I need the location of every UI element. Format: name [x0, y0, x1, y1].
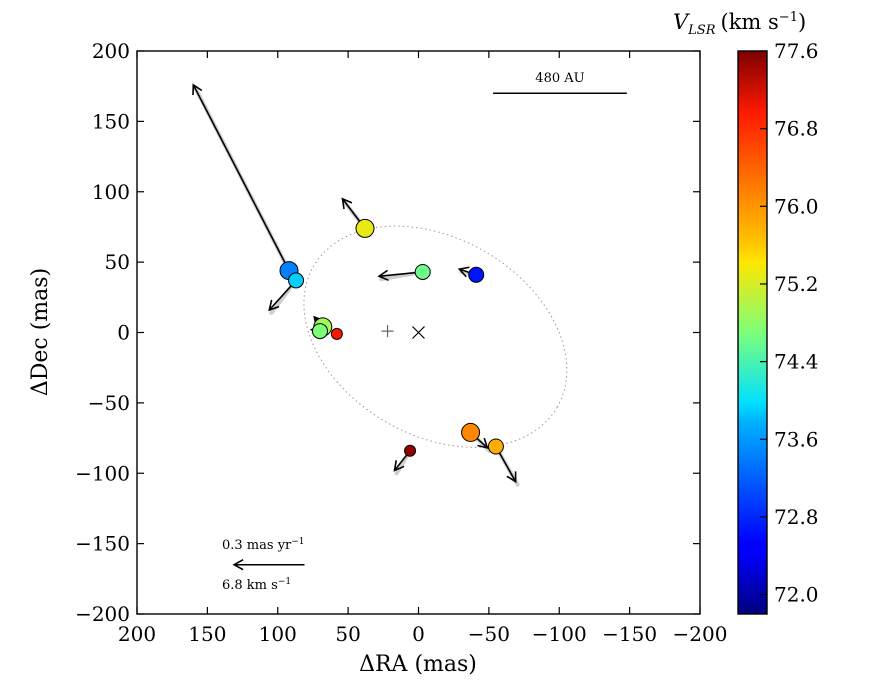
- axis-ticks: 200 150 100 50 0 −50 −100 −150 −200200150100500−…: [75, 39, 727, 646]
- velocity-legend: 0.3 mas yr−1 6.8 km s−1: [222, 537, 305, 593]
- orbit-ellipse-path: [303, 225, 568, 448]
- colorbar: 72.0 72.8 73.6 74.4 75.2 76.0 76.8 77.6 VLSR (km…: [673, 10, 819, 615]
- maser-spot: [311, 323, 328, 340]
- colorbar-tick-label: 74.4: [774, 350, 819, 374]
- y-tick-label: −200: [75, 602, 130, 626]
- reference-markers: [381, 325, 425, 339]
- x-axis-title: ΔRA (mas): [359, 652, 477, 677]
- x-tick-label: 50: [335, 622, 360, 646]
- y-tick-label: 50: [105, 250, 130, 274]
- x-tick-label: 200: [118, 622, 156, 646]
- y-axis-title: ΔDec (mas): [28, 268, 53, 396]
- colorbar-tick-label: 72.8: [774, 505, 819, 529]
- x-tick-label: 0: [412, 622, 425, 646]
- colorbar-gradient: [737, 50, 768, 615]
- y-tick-label: −50: [88, 391, 130, 415]
- y-tick-label: −100: [75, 461, 130, 485]
- plot-area: 200 150 100 50 0 −50 −100 −150 −200200150100500−…: [75, 39, 727, 646]
- y-tick-label: 150: [92, 109, 130, 133]
- plus-marker: [381, 325, 394, 338]
- velocity-legend-rate: 0.3 mas yr−1: [222, 537, 305, 553]
- maser-spot: [404, 444, 417, 457]
- colorbar-tick-label: 73.6: [774, 427, 819, 451]
- colorbar-tick-label: 75.2: [774, 272, 819, 296]
- maser-spot: [487, 438, 504, 455]
- x-tick-label: −100: [532, 622, 587, 646]
- x-tick-label: −50: [468, 622, 510, 646]
- colorbar-tick-label: 76.0: [774, 194, 819, 218]
- y-tick-label: −150: [75, 532, 130, 556]
- maser-spot: [355, 218, 375, 238]
- colorbar-tick-label: 77.6: [774, 39, 819, 63]
- y-tick-label: 0: [117, 321, 130, 345]
- colorbar-title: VLSR (km s−1): [673, 10, 806, 38]
- scale-bar: 480 AU: [493, 71, 627, 94]
- y-tick-label: 200: [92, 39, 130, 63]
- x-tick-label: 100: [259, 622, 297, 646]
- cross-marker: [412, 326, 425, 339]
- y-tick-label: 100: [92, 180, 130, 204]
- x-tick-label: −200: [673, 622, 728, 646]
- x-tick-label: 150: [188, 622, 226, 646]
- maser-spot: [288, 272, 305, 289]
- maser-spot: [468, 266, 485, 283]
- colorbar-ticks: 72.0 72.8 73.6 74.4 75.2 76.0 76.8 77.6: [760, 39, 819, 607]
- maser-spots: [279, 218, 504, 457]
- colorbar-tick-label: 72.0: [774, 583, 819, 607]
- maser-spot: [461, 422, 481, 442]
- x-tick-label: −150: [602, 622, 657, 646]
- maser-spot: [414, 263, 431, 280]
- motion-arrow: [192, 83, 290, 271]
- maser-spot: [330, 327, 343, 340]
- colorbar-tick-label: 76.8: [774, 117, 819, 141]
- orbit-ellipse: [303, 225, 568, 448]
- scale-bar-label: 480 AU: [535, 71, 584, 86]
- velocity-legend-speed: 6.8 km s−1: [222, 577, 291, 593]
